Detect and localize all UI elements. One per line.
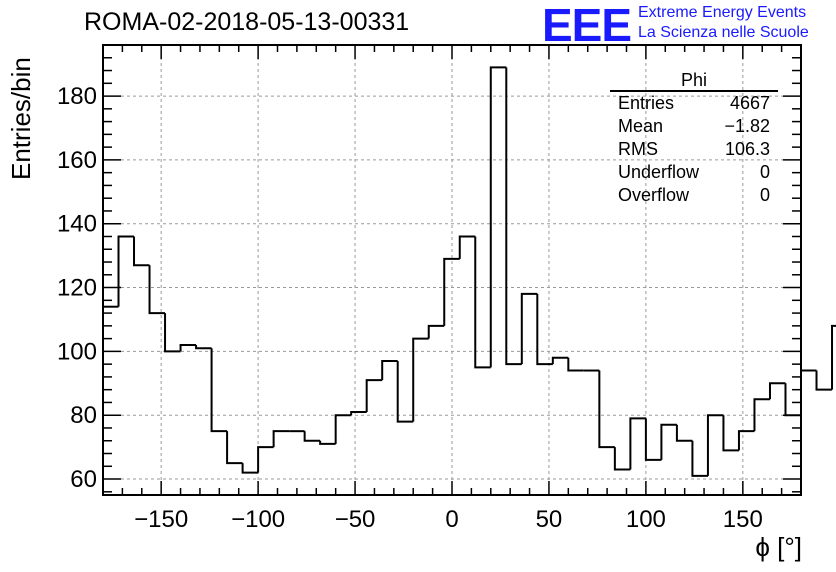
stats-value: 106.3 xyxy=(724,139,770,159)
logo-caption-line1: Extreme Energy Events xyxy=(638,4,807,21)
stats-label: Underflow xyxy=(618,162,700,182)
stats-value: −1.82 xyxy=(724,116,770,136)
histogram-bin xyxy=(133,236,150,267)
stats-label: Entries xyxy=(618,93,675,113)
stats-row-entries: Entries 4667 xyxy=(610,92,778,115)
stats-label: Mean xyxy=(618,116,664,136)
histogram-bin xyxy=(753,398,770,432)
x-tick-label: −100 xyxy=(231,506,285,533)
histogram-bin xyxy=(319,440,336,445)
x-tick-labels: −150 −100 −50 0 50 100 150 xyxy=(134,506,763,533)
histogram-bin xyxy=(722,415,739,452)
histogram-bin xyxy=(350,411,367,416)
histogram-bin xyxy=(613,447,631,471)
x-tick-label: 150 xyxy=(723,506,763,533)
histogram-bin xyxy=(644,418,662,461)
grid-lines xyxy=(103,45,801,495)
histogram-bin xyxy=(505,67,522,366)
stats-value: 4667 xyxy=(729,93,770,113)
histogram-bin xyxy=(396,360,414,423)
histogram-bin xyxy=(768,382,786,400)
histogram-bin xyxy=(474,236,491,369)
histogram-bin xyxy=(443,257,460,326)
y-tick-label: 120 xyxy=(57,275,97,302)
histogram-bin xyxy=(784,383,801,417)
histogram-series xyxy=(103,66,836,477)
y-tick-labels: 60 80 100 120 140 160 180 xyxy=(57,83,97,493)
histogram-bin xyxy=(691,440,708,477)
histogram-bin xyxy=(381,359,398,381)
histogram-bin xyxy=(706,414,724,476)
histogram-bin xyxy=(272,430,290,448)
y-tick-label: 160 xyxy=(57,147,97,174)
histogram-bin xyxy=(241,463,259,474)
histogram-bin xyxy=(675,424,693,442)
y-tick-label: 80 xyxy=(70,402,97,429)
stats-title: Phi xyxy=(610,70,778,92)
histogram-bin xyxy=(117,235,135,307)
histogram-bin xyxy=(195,345,212,350)
y-tick-label: 180 xyxy=(57,83,97,110)
histogram-bin xyxy=(629,417,646,470)
x-tick-label: 0 xyxy=(445,506,458,533)
histogram-bin xyxy=(489,66,507,368)
y-tick-label: 140 xyxy=(57,211,97,238)
histogram-bin xyxy=(257,446,274,473)
x-tick-label: 50 xyxy=(536,506,563,533)
histogram-bin xyxy=(412,337,429,422)
stats-row-rms: RMS 106.3 xyxy=(610,138,778,161)
histogram-bin xyxy=(210,348,228,433)
logo-caption: Extreme Energy Events La Scienza nelle S… xyxy=(638,3,809,43)
histogram-bin xyxy=(800,369,817,416)
histogram-bin xyxy=(536,293,553,366)
histogram-bin xyxy=(567,357,584,372)
x-tick-label: 100 xyxy=(626,506,666,533)
x-tick-label: −150 xyxy=(134,506,188,533)
histogram-bin xyxy=(551,356,569,365)
stats-box: Phi Entries 4667 Mean −1.82 RMS 106.3 Un… xyxy=(610,70,778,207)
stats-value: 0 xyxy=(759,185,770,205)
eee-logo: EEE xyxy=(542,0,632,51)
stats-value: 0 xyxy=(759,162,770,182)
histogram-bin xyxy=(226,431,243,465)
x-axis-label: ϕ [°] xyxy=(755,532,802,562)
histogram-bin xyxy=(520,292,538,365)
histogram-bin xyxy=(660,423,677,460)
histogram-bin xyxy=(458,235,476,259)
histogram-bin xyxy=(815,370,833,391)
stats-label: Overflow xyxy=(618,185,690,205)
stats-row-underflow: Underflow 0 xyxy=(610,161,778,184)
axis-ticks xyxy=(102,44,802,495)
histogram-bin xyxy=(427,324,445,339)
y-tick-label: 60 xyxy=(70,466,97,493)
histogram-bin xyxy=(148,265,166,315)
stats-row-overflow: Overflow 0 xyxy=(610,184,778,207)
histogram-bin xyxy=(164,313,181,353)
y-tick-label: 100 xyxy=(57,338,97,365)
stats-row-mean: Mean −1.82 xyxy=(610,115,778,138)
histogram-bin xyxy=(334,414,352,444)
stats-label: RMS xyxy=(618,139,658,159)
histogram-bin xyxy=(598,370,615,449)
logo-caption-line2: La Scienza nelle Scuole xyxy=(638,24,809,41)
histogram-bin xyxy=(831,324,836,390)
histogram-bin xyxy=(365,379,383,413)
chart-title: ROMA-02-2018-05-13-00331 xyxy=(84,8,410,36)
y-axis-label: Entries/bin xyxy=(6,57,36,180)
histogram-bin xyxy=(303,431,321,442)
histogram-bin xyxy=(179,344,197,352)
x-tick-label: −50 xyxy=(335,506,376,533)
histogram-bin xyxy=(737,430,755,451)
